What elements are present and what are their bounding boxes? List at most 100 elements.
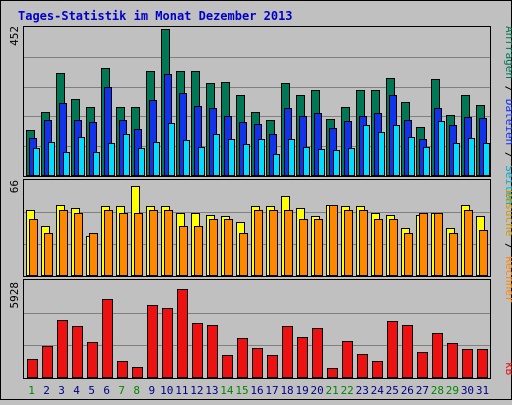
bar-kb-day-17 (267, 355, 278, 378)
x-tick-label-day-11: 11 (175, 384, 188, 397)
bar-kb-day-18 (282, 326, 293, 378)
bar-seiten-day-27 (423, 147, 430, 176)
x-tick-label-day-23: 23 (356, 384, 369, 397)
bar-kb-day-19 (297, 337, 308, 378)
bar-seiten-day-5 (93, 152, 100, 176)
bar-seiten-day-3 (63, 152, 70, 176)
bar-seiten-day-28 (438, 121, 445, 176)
bar-seiten-day-9 (153, 142, 160, 176)
bar-rechner-day-17 (269, 210, 278, 276)
bar-seiten-day-24 (378, 132, 385, 176)
x-tick-label-day-16: 16 (250, 384, 263, 397)
legend-sep-2: / (503, 145, 512, 165)
bar-rechner-day-19 (299, 219, 308, 276)
right-legend-bottom: kB (503, 362, 512, 376)
bar-seiten-day-8 (138, 148, 145, 176)
x-tick-label-day-8: 8 (133, 384, 140, 397)
bar-kb-day-24 (372, 361, 383, 378)
bar-seiten-day-11 (183, 140, 190, 176)
legend-dateien: Dateien (503, 99, 512, 145)
bar-kb-day-27 (417, 352, 428, 378)
bar-kb-day-5 (87, 342, 98, 378)
bar-kb-day-3 (57, 320, 68, 378)
x-tick-label-day-9: 9 (148, 384, 155, 397)
y-tick-label-bottom: 5928 (8, 282, 21, 309)
y-tick-label-top: 452 (8, 26, 21, 46)
bar-kb-day-26 (402, 325, 413, 378)
bar-seiten-day-6 (108, 143, 115, 176)
chart-title: Tages-Statistik im Monat Dezember 2013 (18, 9, 293, 23)
bar-rechner-day-22 (344, 210, 353, 276)
bar-rechner-day-10 (164, 210, 173, 276)
x-tick-label-day-15: 15 (235, 384, 248, 397)
legend-kb: kB (503, 362, 512, 376)
bar-seiten-day-20 (318, 149, 325, 176)
bar-seiten-day-14 (228, 139, 235, 176)
bar-kb-day-7 (117, 361, 128, 378)
bar-kb-day-20 (312, 328, 323, 378)
bar-kb-day-29 (447, 343, 458, 378)
bar-kb-day-14 (222, 355, 233, 378)
x-tick-label-day-19: 19 (295, 384, 308, 397)
legend-seiten: Seiten (503, 165, 512, 205)
x-axis-labels: 1 2 3 4 5 6 7 8 9 10 11 12 13 14 15 16 17 18 19 20 21 22 23 24 2… (28, 384, 489, 397)
bar-rechner-day-9 (149, 210, 158, 276)
x-tick-label-day-1: 1 (28, 384, 35, 397)
bar-seiten-day-17 (273, 154, 280, 176)
bar-rechner-day-15 (239, 233, 248, 276)
x-tick-label-day-14: 14 (220, 384, 234, 397)
bar-rechner-day-24 (374, 219, 383, 276)
x-tick-label-day-28: 28 (431, 384, 444, 397)
right-legend-middle: Besuche / Rechner (503, 190, 512, 303)
bar-rechner-day-31 (479, 230, 488, 276)
bar-rechner-day-4 (74, 213, 83, 276)
bar-seiten-day-7 (123, 134, 130, 176)
bar-kb-day-22 (342, 341, 353, 378)
bar-seiten-day-4 (78, 137, 85, 176)
x-tick-label-day-26: 26 (401, 384, 414, 397)
bar-rechner-day-30 (464, 210, 473, 276)
bar-kb-day-12 (192, 323, 203, 378)
bar-kb-day-11 (177, 289, 188, 378)
bar-seiten-day-31 (483, 143, 490, 176)
x-tick-label-day-10: 10 (160, 384, 173, 397)
bar-rechner-day-21 (329, 205, 338, 276)
bar-rechner-day-29 (449, 233, 458, 276)
x-tick-label-day-30: 30 (461, 384, 474, 397)
bar-rechner-day-25 (389, 219, 398, 276)
bar-kb-day-28 (432, 333, 443, 378)
x-tick-label-day-17: 17 (265, 384, 278, 397)
bar-seiten-day-30 (468, 138, 475, 176)
bar-kb-day-8 (132, 367, 143, 378)
legend-sep-1: / (503, 79, 512, 99)
bar-rechner-day-28 (434, 213, 443, 276)
bar-rechner-day-7 (119, 213, 128, 276)
bar-seiten-day-18 (288, 139, 295, 176)
x-tick-label-day-2: 2 (43, 384, 50, 397)
bar-seiten-day-15 (243, 144, 250, 176)
bar-kb-day-23 (357, 354, 368, 378)
bar-rechner-day-26 (404, 233, 413, 276)
y-tick-label-middle: 66 (8, 180, 21, 193)
bar-seiten-day-2 (48, 142, 55, 176)
x-tick-label-day-22: 22 (341, 384, 354, 397)
bar-seiten-day-12 (198, 147, 205, 176)
bar-rechner-day-14 (224, 219, 233, 276)
bar-seiten-day-10 (168, 123, 175, 176)
bar-kb-day-1 (27, 359, 38, 378)
bars-layer (26, 29, 490, 378)
x-tick-label-day-12: 12 (190, 384, 203, 397)
bar-kb-day-13 (207, 325, 218, 378)
bar-seiten-day-26 (408, 137, 415, 176)
x-tick-label-day-6: 6 (103, 384, 110, 397)
bar-seiten-day-25 (393, 125, 400, 176)
bar-seiten-day-13 (213, 134, 220, 176)
x-tick-label-day-31: 31 (476, 384, 489, 397)
bar-kb-day-21 (327, 368, 338, 378)
bar-rechner-day-2 (44, 233, 53, 276)
bar-kb-day-25 (387, 321, 398, 378)
bar-rechner-day-18 (284, 210, 293, 276)
bar-seiten-day-29 (453, 143, 460, 176)
bar-kb-day-30 (462, 349, 473, 378)
